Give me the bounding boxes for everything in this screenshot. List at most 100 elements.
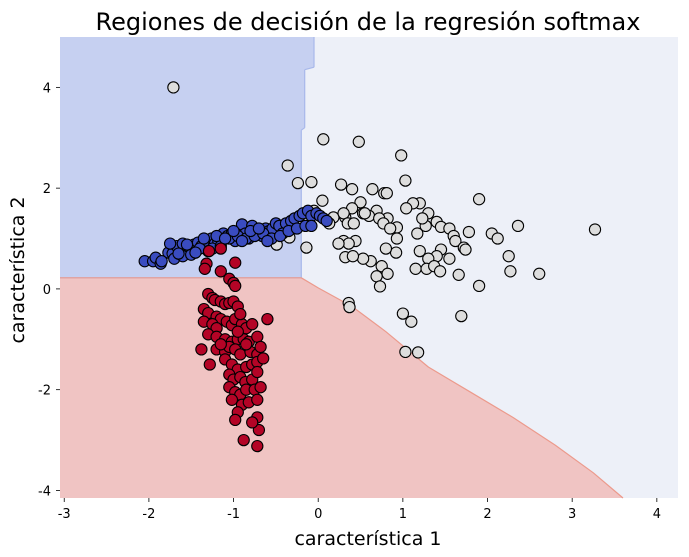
point-red [251,393,264,406]
point-red [261,312,274,326]
point-red [195,343,208,356]
point-blue [305,219,318,233]
point-red [252,423,266,437]
point-gray [449,234,462,248]
point-gray [373,280,387,293]
point-gray [462,225,476,239]
point-red [229,413,242,427]
point-red [231,325,244,338]
point-blue [180,238,194,251]
point-gray [381,267,394,280]
x-tick-label: -3 [58,507,71,522]
point-red [214,338,227,351]
y-tick-label: 0 [43,283,51,298]
point-blue [218,232,232,245]
point-red [251,365,264,379]
point-gray [352,135,365,148]
chart-title: Regiones de decisión de la regresión sof… [96,8,641,36]
point-red [202,244,216,258]
point-gray [588,223,602,236]
y-axis-ticks: -4 -2 0 2 4 [38,81,60,499]
point-gray [305,175,318,189]
point-red [254,340,267,354]
data-points [138,81,602,453]
point-gray [379,242,393,255]
point-gray [395,149,408,162]
point-gray [491,232,504,245]
point-red [214,265,227,278]
point-red [229,256,242,269]
point-red [246,416,259,429]
point-gray [400,202,413,215]
point-gray [347,217,360,230]
point-gray [511,219,525,233]
point-gray [334,178,348,191]
point-gray [411,346,425,359]
point-gray [502,250,515,263]
point-red [229,279,242,293]
region-blue [60,37,314,278]
point-gray [396,307,410,320]
point-red [203,358,216,371]
point-blue [197,232,211,245]
point-gray [533,267,546,280]
region-gray [301,37,678,498]
point-gray [452,268,465,281]
x-tick-label: -1 [227,507,240,522]
x-tick-label: 2 [483,507,491,522]
point-gray [413,244,426,258]
boundary-blue [60,37,315,279]
point-gray [433,265,447,278]
point-gray [291,176,305,190]
point-gray [356,252,370,265]
point-gray [390,232,404,245]
point-blue [320,214,333,228]
point-blue [172,247,185,260]
point-blue [189,246,202,259]
point-red [198,262,211,275]
point-gray [346,250,360,263]
point-red [225,393,239,406]
point-gray [409,262,422,275]
point-gray [405,315,418,328]
point-gray [443,252,456,265]
x-axis-ticks: -3 -2 -1 0 1 2 3 4 [58,498,661,522]
point-red [251,330,264,343]
point-red [251,439,264,453]
x-tick-label: 0 [314,507,322,522]
y-tick-label: 2 [43,182,51,197]
point-gray [399,174,412,187]
point-gray [317,133,330,146]
point-gray [389,246,403,259]
point-gray [504,265,517,278]
point-red [254,381,267,394]
point-gray [384,222,397,235]
point-gray [345,183,359,196]
point-blue [252,222,266,235]
point-blue [235,234,249,248]
point-gray [316,194,329,207]
region-red [60,277,623,498]
point-red [214,242,227,255]
point-gray [411,227,424,240]
point-red [246,318,259,331]
point-red [237,433,250,447]
point-blue [155,255,168,268]
point-gray [370,270,383,283]
y-tick-label: -2 [38,384,51,399]
point-gray [416,212,429,225]
point-gray [167,81,180,94]
point-gray [459,243,472,256]
point-gray [380,187,393,200]
y-tick-label: 4 [43,81,51,96]
point-red [257,352,270,365]
point-blue [163,237,177,250]
decision-regions [60,37,678,498]
point-gray [337,207,350,220]
point-blue [261,234,274,248]
point-gray [281,159,294,172]
point-gray [399,345,412,359]
point-gray [343,300,356,314]
point-gray [472,193,486,206]
